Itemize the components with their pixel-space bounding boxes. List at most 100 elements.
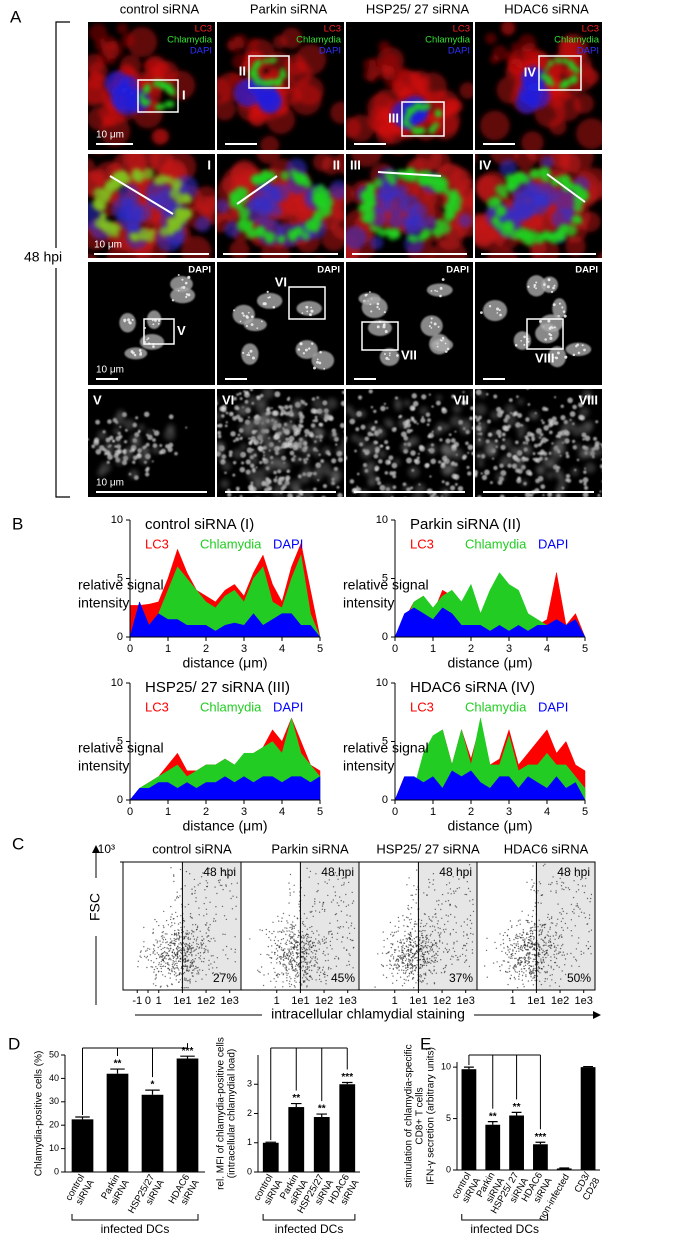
- cell-event: [168, 972, 169, 973]
- cell-event: [306, 956, 307, 957]
- cell-event: [392, 975, 393, 976]
- cell-event: [532, 886, 533, 887]
- stain-spot: [428, 433, 434, 439]
- stain-spot: [256, 483, 262, 489]
- cell-event: [304, 943, 305, 944]
- cell-event: [200, 931, 201, 932]
- cell-event: [294, 928, 295, 929]
- x-tick-label: 4: [279, 643, 285, 655]
- cell-event: [292, 937, 293, 938]
- stain-spot: [135, 416, 138, 419]
- cell-event: [178, 897, 179, 898]
- cell-event: [290, 937, 291, 938]
- stain-spot: [141, 100, 148, 107]
- cell-event: [181, 944, 182, 945]
- cell-event: [205, 974, 206, 975]
- legend-entry: DAPI: [538, 699, 568, 714]
- stain-spot: [315, 416, 318, 419]
- stain-spot: [227, 36, 244, 53]
- cell-event: [273, 931, 274, 932]
- cell-event: [271, 957, 272, 958]
- x-tick-label: 2: [468, 806, 474, 818]
- stain-spot: [275, 80, 281, 86]
- stain-spot: [561, 306, 563, 308]
- stain-spot: [442, 278, 445, 281]
- cell-event: [416, 957, 417, 958]
- x-tick-label: 1: [430, 806, 436, 818]
- stain-spot: [484, 469, 490, 475]
- stain-spot: [478, 421, 487, 430]
- cell-event: [450, 934, 451, 935]
- y-tick-label: 10: [376, 677, 388, 689]
- cell-event: [298, 953, 299, 954]
- stain-spot: [232, 474, 235, 477]
- stain-spot: [274, 391, 280, 397]
- cell-event: [406, 970, 407, 971]
- stain-spot: [231, 413, 233, 415]
- cell-event: [307, 949, 308, 950]
- cell-event: [274, 954, 275, 955]
- cell-event: [166, 985, 167, 986]
- cell-event: [466, 894, 467, 895]
- cell-event: [417, 951, 418, 952]
- cell-event: [147, 956, 148, 957]
- cell-event: [430, 942, 431, 943]
- stain-spot: [240, 321, 242, 323]
- cell-event: [275, 943, 276, 944]
- cell-event: [174, 945, 175, 946]
- cell-event: [578, 916, 579, 917]
- cell-event: [589, 901, 590, 902]
- cell-event: [413, 987, 414, 988]
- cell-event: [408, 951, 409, 952]
- cell-event: [429, 882, 430, 883]
- cell-event: [285, 956, 286, 957]
- cell-event: [571, 919, 572, 920]
- cell-event: [407, 967, 408, 968]
- stain-spot: [458, 486, 463, 491]
- stain-spot: [572, 405, 577, 410]
- cell-event: [345, 894, 346, 895]
- cell-event: [198, 948, 199, 949]
- image-label: III: [350, 157, 361, 172]
- cell-event: [160, 966, 161, 967]
- cell-event: [201, 876, 202, 877]
- stain-spot: [242, 352, 244, 354]
- cell-event: [292, 932, 293, 933]
- cell-event: [165, 955, 166, 956]
- stain-spot: [317, 358, 319, 360]
- cell-event: [319, 949, 320, 950]
- cell-event: [257, 970, 258, 971]
- cell-event: [277, 955, 278, 956]
- cell-event: [400, 939, 401, 940]
- stain-spot: [119, 435, 123, 439]
- cell-event: [435, 917, 436, 918]
- stain-spot: [384, 403, 386, 405]
- cell-event: [279, 947, 280, 948]
- cell-event: [194, 939, 195, 940]
- cell-event: [279, 956, 280, 957]
- cell-event: [440, 909, 441, 910]
- cell-event: [302, 949, 303, 950]
- cell-event: [383, 946, 384, 947]
- stain-spot: [243, 315, 245, 317]
- stain-spot: [536, 458, 541, 463]
- stain-spot: [132, 460, 135, 463]
- stain-spot: [523, 232, 534, 243]
- cell-event: [188, 959, 189, 960]
- cell-event: [415, 930, 416, 931]
- cell-event: [412, 953, 413, 954]
- cell-event: [430, 926, 431, 927]
- cell-event: [185, 906, 186, 907]
- cell-event: [591, 930, 592, 931]
- cell-event: [174, 930, 175, 931]
- cell-event: [191, 933, 192, 934]
- cell-event: [195, 958, 196, 959]
- cell-event: [575, 925, 576, 926]
- stain-spot: [218, 435, 222, 439]
- stain-spot: [187, 276, 190, 279]
- cell-event: [188, 904, 189, 905]
- cell-event: [449, 949, 450, 950]
- stain-spot: [384, 418, 393, 427]
- stain-spot: [455, 483, 458, 486]
- cell-event: [171, 943, 172, 944]
